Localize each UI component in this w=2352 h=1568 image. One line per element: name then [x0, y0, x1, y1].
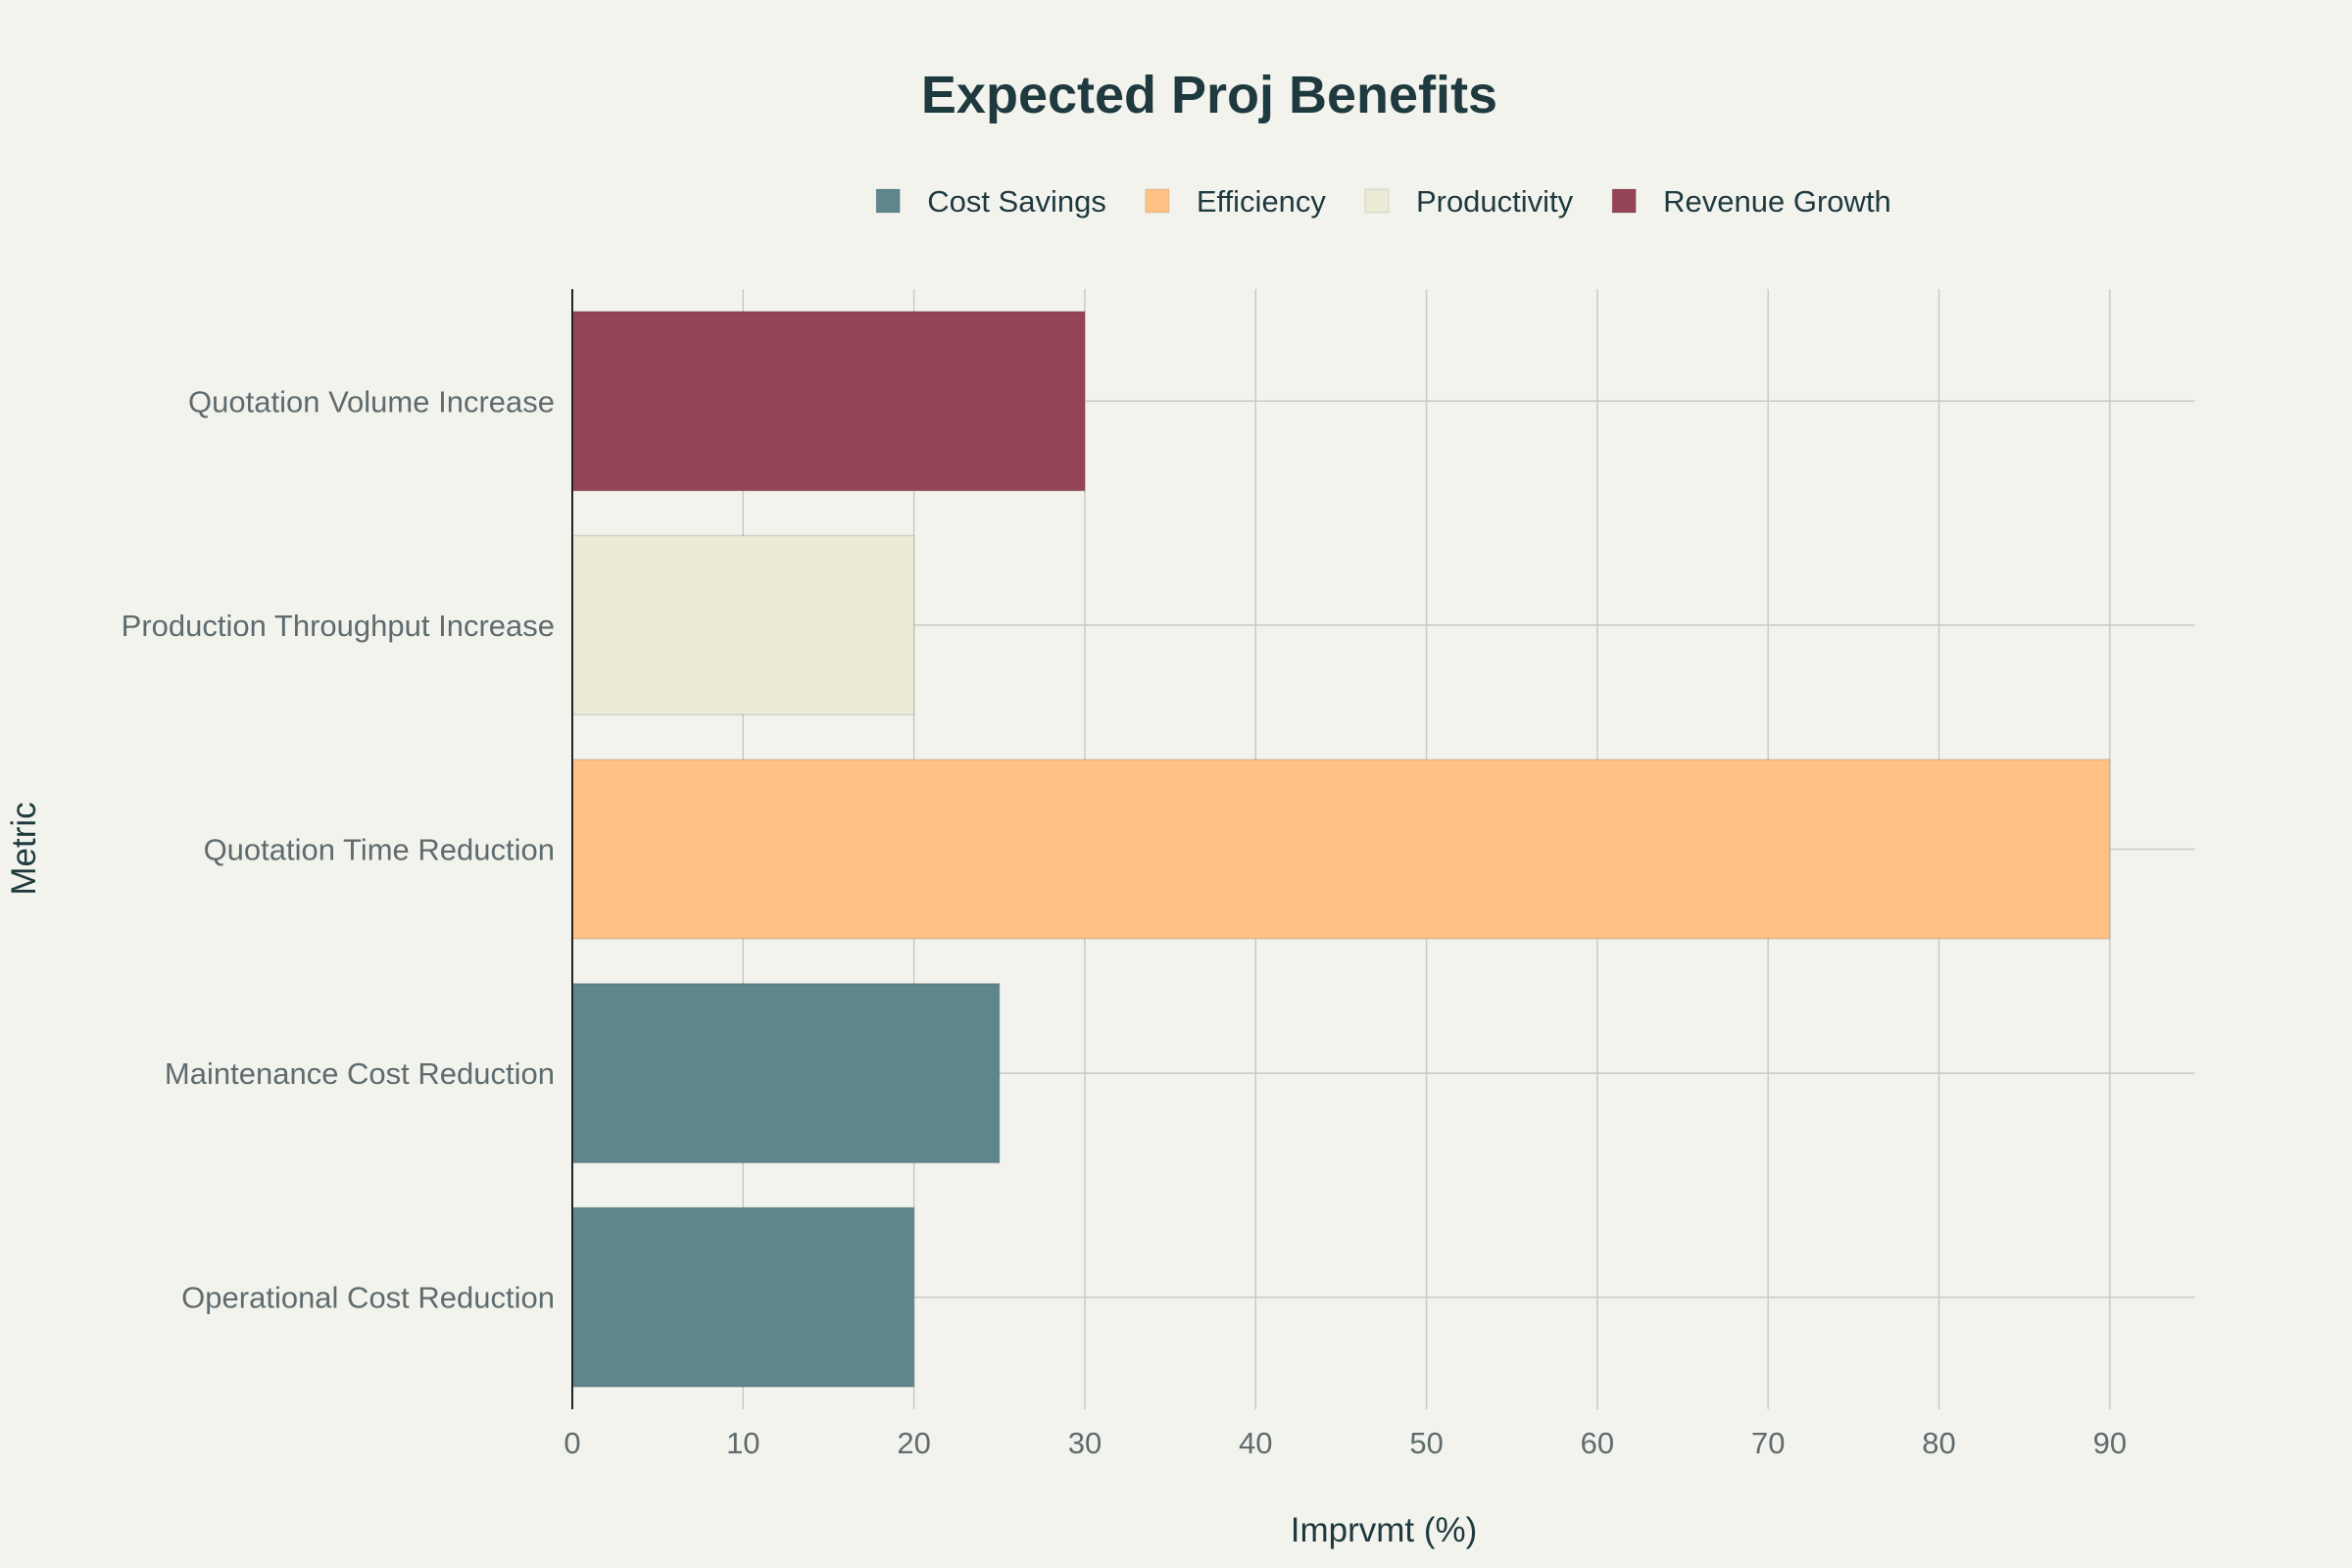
bar-quotation-volume-increase[interactable]: [571, 311, 1086, 492]
y-tick-label: Maintenance Cost Reduction: [165, 1056, 555, 1091]
legend-swatch: [1611, 188, 1637, 214]
bar-operational-cost-reduction[interactable]: [571, 1206, 915, 1388]
y-tick-label: Operational Cost Reduction: [181, 1281, 555, 1315]
x-tick-label: 40: [1239, 1426, 1272, 1460]
legend-label: Revenue Growth: [1663, 184, 1891, 219]
x-tick-label: 10: [726, 1426, 760, 1460]
y-tick-label: Quotation Volume Increase: [188, 384, 555, 418]
legend-swatch: [875, 188, 901, 214]
legend-item-efficiency[interactable]: Efficiency: [1145, 184, 1327, 219]
legend-label: Efficiency: [1197, 184, 1327, 219]
y-axis-tick-labels: Quotation Volume Increase Production Thro…: [122, 384, 555, 1314]
x-tick-label: 50: [1409, 1426, 1443, 1460]
legend: Cost Savings Efficiency Productivity Revenu…: [875, 184, 1891, 219]
legend-swatch: [1145, 188, 1170, 214]
x-tick-label: 60: [1581, 1426, 1614, 1460]
legend-item-revenue-growth[interactable]: Revenue Growth: [1611, 184, 1891, 219]
bars: [571, 311, 2111, 1388]
x-axis-tick-labels: 0 10 20 30 40 50 60 70 80 90: [564, 1426, 2127, 1460]
x-tick-label: 70: [1751, 1426, 1785, 1460]
x-tick-label: 30: [1068, 1426, 1102, 1460]
bar-maintenance-cost-reduction[interactable]: [571, 982, 1001, 1164]
x-tick-label: 90: [2093, 1426, 2127, 1460]
bar-quotation-time-reduction[interactable]: [571, 759, 2111, 940]
legend-item-cost-savings[interactable]: Cost Savings: [875, 184, 1106, 219]
legend-label: Productivity: [1416, 184, 1574, 219]
y-axis-title: Metric: [5, 802, 43, 895]
y-tick-label: Quotation Time Reduction: [204, 833, 555, 867]
chart-title: Expected Proj Benefits: [921, 66, 1497, 124]
bar-production-throughput-increase[interactable]: [571, 534, 915, 716]
x-tick-label: 20: [897, 1426, 930, 1460]
legend-swatch: [1364, 188, 1390, 214]
legend-item-productivity[interactable]: Productivity: [1364, 184, 1574, 219]
x-axis-title: Imprvmt (%): [1291, 1511, 1478, 1549]
x-tick-label: 80: [1922, 1426, 1955, 1460]
x-tick-label: 0: [564, 1426, 580, 1460]
y-tick-label: Production Throughput Increase: [122, 609, 555, 643]
legend-label: Cost Savings: [927, 184, 1106, 219]
